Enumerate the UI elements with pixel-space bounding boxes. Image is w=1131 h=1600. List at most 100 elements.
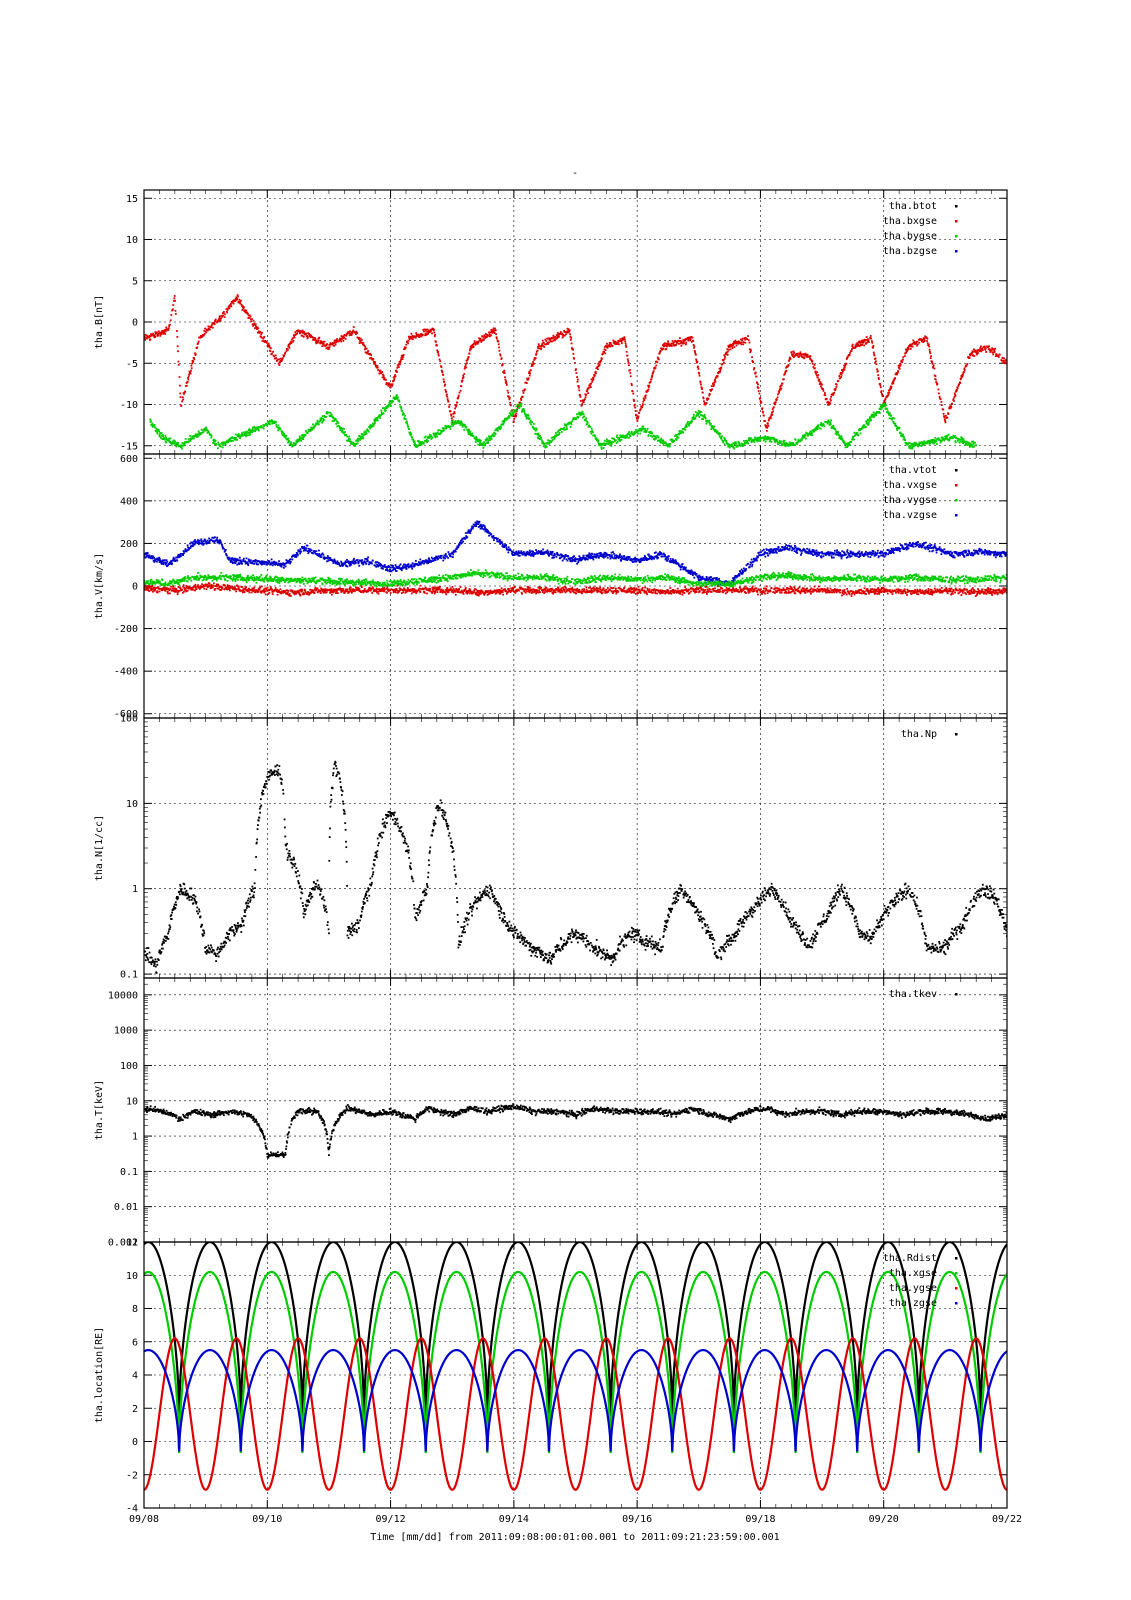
data-point [538, 344, 540, 347]
data-point [473, 340, 476, 342]
data-point [675, 344, 678, 346]
data-point [674, 435, 676, 437]
data-point [485, 333, 488, 336]
data-point [780, 384, 783, 387]
data-point [887, 392, 890, 394]
data-point [279, 357, 282, 360]
data-point [479, 441, 481, 444]
data-point [159, 436, 162, 438]
data-point [277, 562, 280, 565]
data-point [567, 330, 570, 332]
data-point [163, 331, 166, 334]
data-point [301, 546, 304, 548]
data-point [596, 368, 599, 371]
data-point [742, 341, 745, 344]
data-point [991, 351, 994, 354]
data-point [992, 348, 995, 351]
data-point [821, 383, 823, 386]
data-point [186, 381, 189, 383]
data-point [787, 444, 790, 447]
data-point [877, 374, 880, 376]
data-point [986, 345, 988, 348]
data-point [908, 442, 911, 445]
data-point [174, 559, 177, 562]
data-point [468, 430, 471, 433]
data-point [961, 373, 964, 376]
data-point [965, 440, 968, 443]
data-point [269, 350, 272, 353]
data-point [384, 407, 387, 409]
data-point [208, 328, 211, 331]
data-point [479, 337, 482, 340]
data-point [978, 348, 981, 351]
data-point [440, 369, 443, 372]
data-point [145, 555, 148, 558]
data-point [796, 441, 799, 444]
data-point [716, 375, 719, 378]
data-point [692, 416, 695, 419]
data-point [1003, 357, 1006, 360]
data-point [606, 346, 609, 349]
data-point [643, 430, 646, 433]
data-point [222, 546, 225, 549]
data-point [540, 345, 543, 348]
data-point [905, 351, 908, 354]
data-point [743, 441, 746, 444]
data-point [623, 338, 626, 341]
data-point [499, 353, 502, 356]
data-point [421, 333, 424, 336]
data-point [952, 434, 955, 437]
data-point [176, 556, 179, 559]
data-point [551, 439, 554, 441]
data-point [205, 540, 208, 543]
data-point [534, 429, 537, 432]
data-point [398, 360, 401, 363]
data-point [793, 351, 796, 354]
data-point [178, 376, 181, 378]
data-point [715, 431, 718, 434]
data-point [575, 372, 578, 374]
data-point [643, 399, 646, 402]
data-point [215, 538, 218, 541]
data-point [828, 403, 830, 406]
data-point [709, 423, 712, 425]
data-point [708, 394, 711, 397]
data-point [646, 427, 649, 430]
data-point [332, 416, 335, 419]
data-point [231, 436, 234, 439]
data-point [713, 379, 716, 382]
data-point [253, 322, 256, 325]
data-point [524, 388, 526, 391]
data-point [620, 339, 623, 342]
data-point [311, 336, 314, 339]
data-point [972, 446, 975, 448]
data-point [911, 447, 914, 450]
data-point [268, 344, 271, 347]
data-point [675, 439, 678, 441]
data-point [400, 356, 403, 359]
data-point [965, 364, 968, 367]
data-point [874, 361, 877, 364]
data-point [464, 424, 466, 427]
data-point [688, 336, 691, 339]
data-point [151, 424, 153, 427]
data-point [273, 420, 276, 423]
data-point [370, 354, 372, 356]
y-tick-label: 200 [120, 539, 138, 550]
data-point [690, 421, 693, 424]
data-point [911, 444, 913, 446]
data-point [188, 438, 191, 441]
data-point [907, 442, 910, 444]
data-point [362, 437, 365, 440]
data-point [497, 340, 500, 343]
data-point [410, 337, 413, 340]
data-point [866, 338, 869, 341]
data-point [886, 408, 889, 411]
data-point [762, 411, 765, 414]
data-point [870, 340, 873, 342]
data-point [243, 434, 246, 436]
data-point [553, 438, 556, 440]
data-point [784, 445, 787, 448]
data-point [210, 434, 213, 437]
data-point [562, 334, 564, 337]
